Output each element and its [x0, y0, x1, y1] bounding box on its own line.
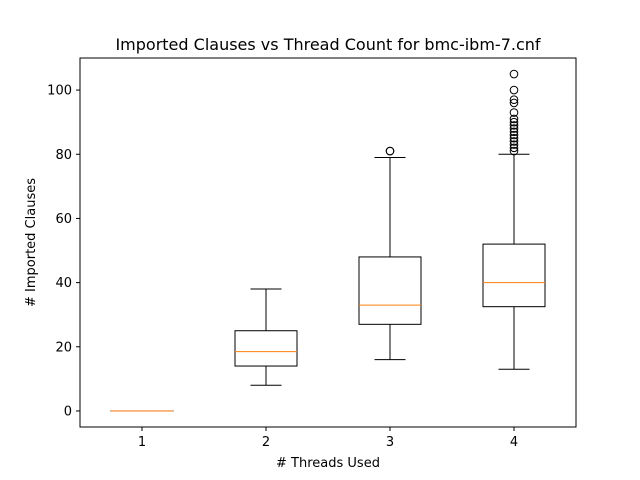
outlier-point — [509, 143, 519, 153]
outlier-point — [509, 95, 519, 105]
outlier-point — [509, 137, 519, 146]
outlier-point — [509, 127, 519, 137]
outlier-point — [509, 121, 519, 130]
iqr-box — [358, 256, 422, 325]
x-tick-label: 2 — [262, 435, 270, 450]
outlier-point — [509, 133, 519, 143]
outlier-point — [509, 117, 519, 127]
axis-ticks: 0 20 40 60 80 100 1 2 3 4 — [47, 84, 518, 450]
box-group — [234, 288, 298, 386]
chart-title: Imported Clauses vs Thread Count for bmc… — [115, 35, 540, 54]
outlier-point — [509, 98, 519, 108]
x-tick-label: 3 — [386, 435, 394, 450]
y-tick-label: 20 — [55, 340, 72, 355]
outlier-point — [509, 146, 519, 156]
box-group — [482, 69, 546, 370]
y-tick-label: 0 — [64, 404, 72, 419]
outlier-point — [509, 130, 519, 140]
outlier-point — [509, 108, 519, 117]
x-tick-label: 1 — [138, 435, 146, 450]
outlier-point — [509, 140, 519, 149]
y-axis-label: # Imported Clauses — [24, 178, 39, 307]
y-tick-label: 100 — [47, 84, 72, 99]
x-tick-label: 4 — [510, 435, 518, 450]
outlier-point — [385, 146, 395, 156]
iqr-box — [482, 243, 546, 308]
outlier-point — [509, 114, 519, 124]
outlier-point — [509, 69, 519, 79]
x-axis-label: # Threads Used — [276, 456, 380, 471]
y-tick-label: 40 — [55, 276, 72, 291]
plot-area — [110, 69, 546, 412]
iqr-box — [234, 330, 298, 367]
outlier-point — [509, 124, 519, 133]
plot-frame — [79, 57, 577, 428]
y-tick-label: 80 — [55, 148, 72, 163]
outlier-point — [509, 85, 519, 95]
box-group — [358, 146, 422, 361]
y-tick-label: 60 — [55, 212, 72, 227]
